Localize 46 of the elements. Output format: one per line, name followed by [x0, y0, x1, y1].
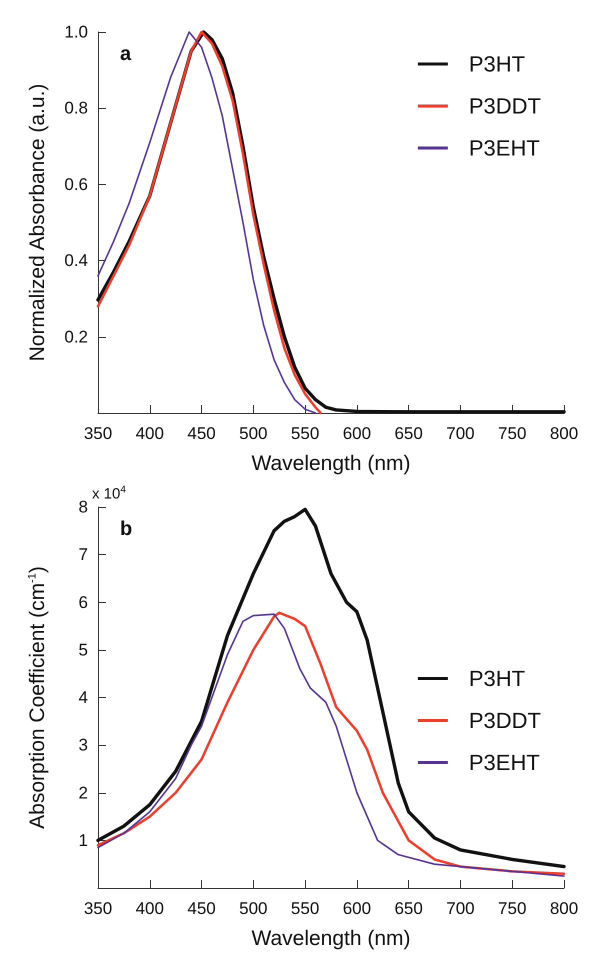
- legend-label: P3EHT: [468, 750, 540, 775]
- x-tick-label: 650: [394, 424, 423, 443]
- x-tick-label: 400: [136, 424, 164, 443]
- y-axis-title: Absorption Coefficient (cm-1): [26, 566, 49, 829]
- x-tick-label: 700: [446, 899, 475, 918]
- x-tick-label: 750: [498, 899, 526, 918]
- x-tick-label: 700: [446, 424, 475, 443]
- y-tick-label: 1: [78, 830, 88, 850]
- annotation: b: [120, 518, 132, 540]
- line-series: [96, 508, 566, 868]
- y-tick-label: 1.0: [64, 22, 88, 42]
- y-tick-label: 0.8: [64, 98, 88, 118]
- x-tick-label: 500: [239, 899, 268, 918]
- y-tick-label: 0.4: [64, 251, 88, 270]
- y-tick-label: 0.6: [64, 174, 88, 194]
- x-tick-label: 450: [187, 899, 216, 918]
- y-axis-title: Normalized Absorbance (a.u.): [26, 84, 49, 362]
- x-tick-label: 600: [342, 899, 372, 918]
- x-tick-label: 550: [290, 424, 320, 443]
- y-tick-label: 4: [78, 688, 88, 707]
- x-tick-label: 800: [550, 899, 578, 918]
- y-tick-label: 0.2: [64, 327, 88, 346]
- y-tick-label: 5: [78, 640, 88, 660]
- x-tick-label: 350: [84, 424, 112, 443]
- x-tick-label: 600: [342, 424, 372, 443]
- x-axis-title: Wavelength (nm): [251, 452, 411, 475]
- x-tick-label: 750: [498, 424, 526, 443]
- legend-label: P3DDT: [468, 708, 541, 733]
- legend-label: P3DDT: [468, 94, 541, 118]
- legend-label: P3EHT: [468, 136, 540, 160]
- x-axis-title: Wavelength (nm): [251, 927, 411, 950]
- annotation: a: [120, 43, 132, 65]
- legend-label: P3HT: [468, 666, 526, 691]
- x-tick-label: 450: [187, 424, 216, 443]
- x-tick-label: 800: [550, 424, 578, 443]
- x-tick-label: 400: [136, 899, 164, 918]
- y-tick-label: 7: [78, 545, 88, 564]
- x-tick-label: 500: [239, 424, 268, 443]
- x-tick-label: 550: [290, 899, 320, 918]
- y-tick-label: 3: [78, 736, 88, 755]
- legend-label: P3HT: [468, 52, 526, 76]
- y-tick-label: 2: [78, 783, 88, 802]
- x-tick-label: 350: [84, 899, 112, 918]
- y-tick-label: 6: [78, 592, 88, 612]
- y-tick-label: 8: [78, 498, 88, 516]
- x-tick-label: 650: [394, 899, 423, 918]
